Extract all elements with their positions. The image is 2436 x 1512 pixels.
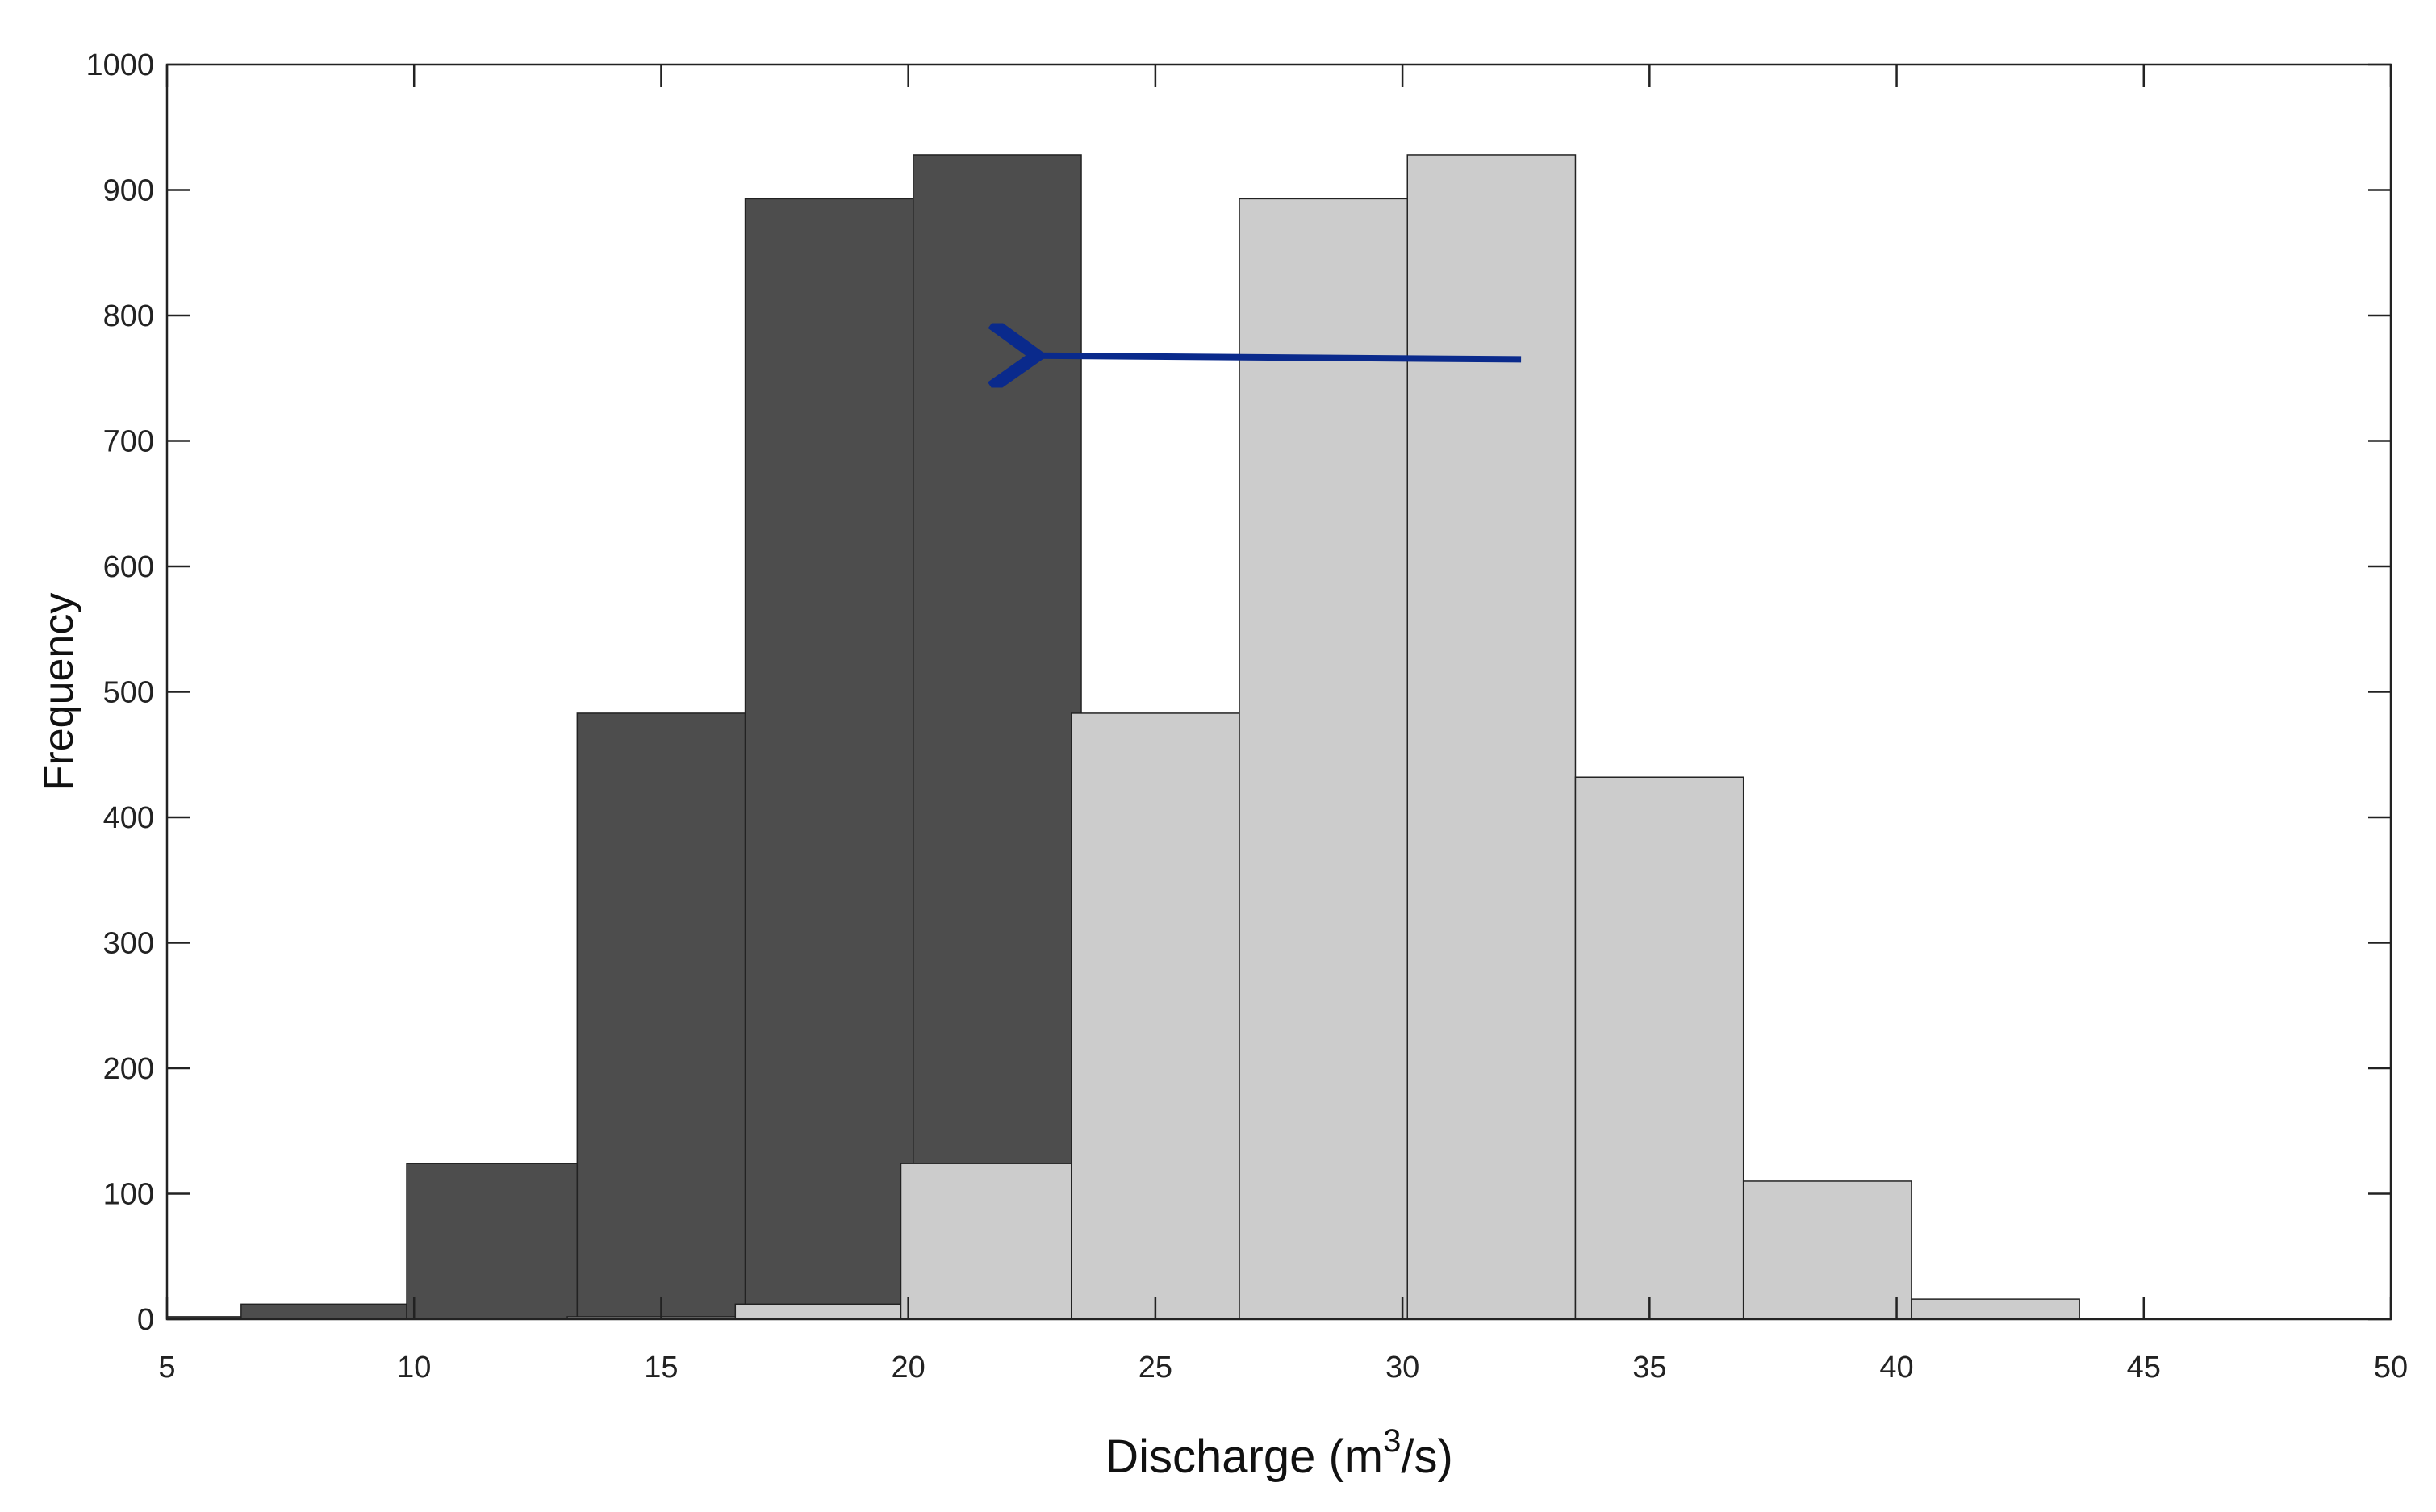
dark-series-bar (576, 712, 746, 1320)
y-tick-label: 900 (103, 174, 154, 208)
light-series-bar (1406, 154, 1577, 1320)
y-tick-label: 700 (103, 425, 154, 459)
x-tick-label: 45 (2127, 1351, 2161, 1385)
x-tick-label: 25 (1139, 1351, 1172, 1385)
light-series-bar (1911, 1298, 2080, 1320)
y-tick-label: 200 (103, 1052, 154, 1086)
light-series-bar (1239, 198, 1408, 1320)
x-axis-tick-labels: 5 10 15 20 25 30 35 40 45 50 (158, 1351, 2408, 1385)
y-tick-label: 0 (137, 1303, 154, 1337)
x-tick-label: 10 (397, 1351, 431, 1385)
x-axis-title-superscript: 3 (1383, 1423, 1401, 1459)
light-series-bar (1574, 776, 1744, 1320)
y-tick-label: 100 (103, 1178, 154, 1212)
dark-series-bar (240, 1303, 407, 1320)
axis-ticks (165, 63, 2392, 1321)
light-series-bar (900, 1163, 1072, 1320)
x-tick-label: 20 (892, 1351, 926, 1385)
annotation-layer (1037, 356, 1522, 360)
dark-series-bar (913, 154, 1082, 1320)
y-tick-label: 800 (103, 299, 154, 333)
light-series-bar (1742, 1180, 1912, 1320)
y-tick-label: 1000 (86, 48, 154, 82)
y-axis-title: Frequency (36, 593, 82, 792)
x-axis-title-base: Discharge (m (1105, 1431, 1383, 1483)
x-axis-title-tail: /s) (1401, 1431, 1452, 1483)
dark-series-bar (744, 198, 914, 1320)
light-series-bar (734, 1303, 902, 1320)
x-tick-label: 50 (2374, 1351, 2408, 1385)
x-tick-label: 40 (1879, 1351, 1913, 1385)
y-tick-label: 400 (103, 801, 154, 835)
x-tick-label: 35 (1632, 1351, 1666, 1385)
dark-series-bars (166, 154, 1082, 1320)
x-tick-label: 15 (644, 1351, 678, 1385)
y-tick-label: 300 (103, 927, 154, 961)
y-tick-label: 600 (103, 550, 154, 584)
x-tick-label: 30 (1385, 1351, 1419, 1385)
y-axis-tick-labels: 0 100 200 300 400 500 600 700 800 900 1000 (86, 48, 154, 1337)
light-series-bar (1071, 712, 1240, 1320)
shift-arrow (1037, 356, 1522, 360)
light-series-bars (566, 154, 2080, 1320)
x-tick-label: 5 (158, 1351, 175, 1385)
dark-series-bar (406, 1163, 579, 1320)
y-tick-label: 500 (103, 676, 154, 710)
x-axis-title: Discharge (m3/s) (1105, 1423, 1453, 1483)
